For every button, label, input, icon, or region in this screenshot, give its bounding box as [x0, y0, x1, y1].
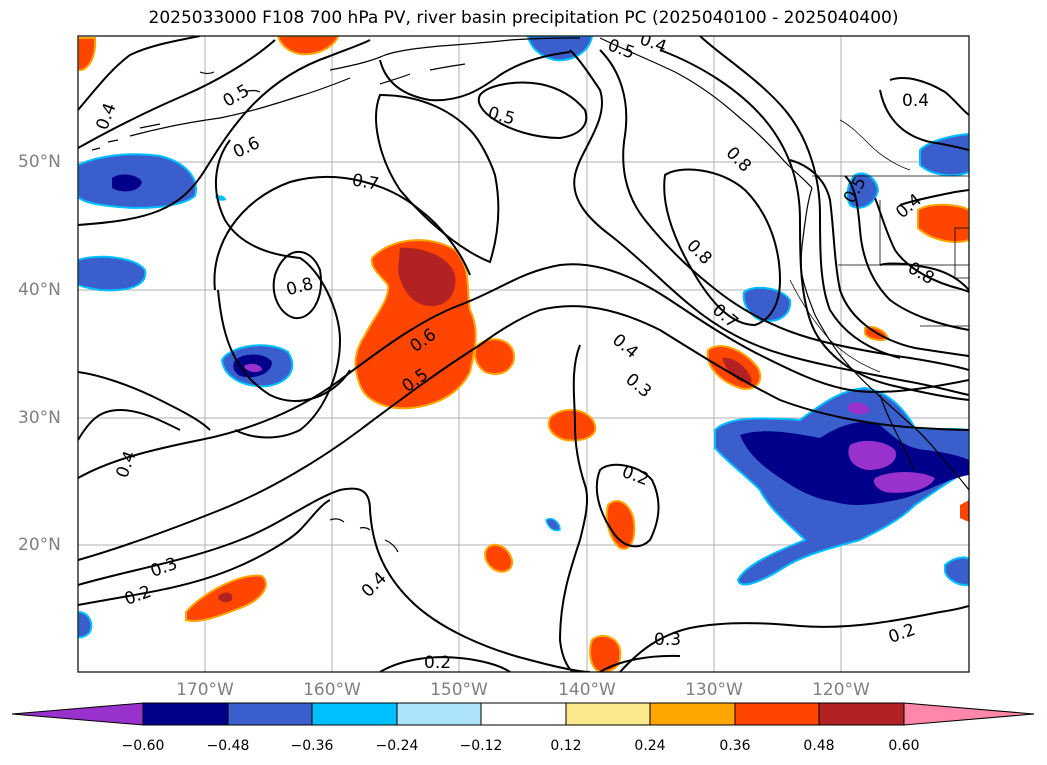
- contour-label: 0.4: [608, 330, 642, 363]
- lon-label-140w: 140°W: [558, 680, 616, 700]
- contour-label: 0.5: [220, 81, 253, 112]
- lat-label-40n: 40°N: [18, 280, 61, 300]
- contour-label: 0.3: [654, 630, 681, 650]
- lon-label-160w: 160°W: [303, 680, 361, 700]
- colorbar-tick: −0.36: [290, 738, 334, 754]
- negative-blob-50n-115w: [919, 132, 969, 177]
- colorbar-tick: −0.60: [121, 738, 165, 754]
- contour-label: 0.4: [113, 448, 141, 480]
- negative-blob-top: [526, 36, 594, 62]
- central-pacific-positive-core: [398, 247, 456, 307]
- contour-label: 0.2: [619, 462, 651, 490]
- positive-blob-nw-corner: [78, 37, 97, 71]
- positive-blob-29n-143w: [547, 409, 597, 442]
- colorbar-tick: −0.12: [459, 738, 503, 754]
- contour-label: 0.4: [637, 29, 669, 57]
- positive-blob-45n-115w: [917, 203, 969, 243]
- colorbar-segment: [734, 702, 820, 726]
- contour-label: 0.4: [902, 91, 929, 111]
- map-title: 2025033000 F108 700 hPa PV, river basin …: [148, 8, 899, 28]
- contour-label: 0.3: [621, 369, 655, 402]
- negative-blob-42n-175w: [78, 255, 147, 292]
- colorbar-segment: [818, 702, 905, 726]
- contour-labels: 0.5 0.4 0.6 0.7 0.8 0.5 0.6 0.5 0.4 0.3 …: [93, 29, 938, 673]
- colorbar-segment: [649, 702, 736, 726]
- positive-precip-areas: [78, 36, 969, 672]
- contour-label: 0.6: [230, 133, 263, 163]
- colorbar-segment: [903, 702, 1035, 726]
- contour-label: 0.5: [486, 103, 517, 129]
- positive-blob-east: [473, 338, 516, 375]
- colorbar-tick: 0.48: [803, 738, 835, 754]
- colorbar-tick: 0.60: [888, 738, 920, 754]
- colorbar-tick: −0.48: [206, 738, 250, 754]
- contour-label: 0.8: [722, 143, 755, 176]
- positive-blob-20n-150w: [484, 543, 514, 573]
- contour-label: 0.8: [284, 274, 315, 300]
- contour-label: 0.8: [682, 236, 715, 269]
- lon-label-170w: 170°W: [176, 680, 234, 700]
- lat-label-30n: 30°N: [18, 408, 61, 428]
- colorbar-segment: [142, 702, 229, 726]
- colorbar-segment: [480, 702, 567, 726]
- negative-blob-13n-178w: [78, 610, 93, 639]
- contour-label: 0.4: [358, 568, 391, 601]
- contour-label: 0.7: [350, 170, 380, 194]
- positive-blob-top: [276, 36, 340, 56]
- colorbar-tick: 0.24: [634, 738, 666, 754]
- positive-blob-23n-137w: [605, 500, 636, 550]
- lat-label-20n: 20°N: [18, 535, 61, 555]
- lat-label-50n: 50°N: [18, 152, 61, 172]
- contour-label: 0.2: [886, 620, 918, 648]
- colorbar-tick: −0.24: [375, 738, 419, 754]
- negative-core-48n-172w: [112, 174, 142, 192]
- contour-label: 0.5: [605, 35, 637, 63]
- negative-deep-core-1: [848, 440, 896, 470]
- negative-blob-19n-116w: [944, 556, 969, 587]
- negative-precip-areas: [78, 36, 969, 639]
- political-boundaries: [789, 119, 969, 373]
- colorbar-segment: [311, 702, 398, 726]
- lon-label-120w: 120°W: [812, 680, 870, 700]
- colorbar-tick: 0.12: [550, 738, 582, 754]
- negative-blob-tiny-20n: [545, 518, 561, 532]
- negative-blob-40n-125w: [742, 286, 792, 322]
- lon-label-150w: 150°W: [430, 680, 488, 700]
- map-frame: [77, 35, 970, 673]
- positive-core-15n-167w: [218, 592, 233, 603]
- colorbar-segment: [396, 702, 482, 726]
- positive-blob-east-edge: [960, 500, 969, 522]
- contour-label: 0.8: [904, 258, 937, 289]
- negative-deep-34n-168w: [244, 363, 262, 373]
- colorbar-segment: [227, 702, 313, 726]
- positive-blob-10n-138w: [589, 634, 622, 672]
- contour-label: 0.2: [122, 582, 154, 610]
- coastlines: [91, 37, 969, 553]
- colorbar-tick: 0.36: [719, 738, 751, 754]
- positive-core-33n-130w: [722, 357, 752, 383]
- colorbar-segment: [565, 702, 651, 726]
- contour-label: 0.2: [424, 653, 451, 673]
- pv-contours: [78, 36, 969, 672]
- colorbar-segment: [11, 702, 144, 726]
- negative-deep-core-3: [848, 402, 870, 415]
- colorbar: [11, 702, 1035, 726]
- contour-label: 0.3: [148, 554, 180, 582]
- negative-deep-core-2: [873, 472, 935, 493]
- lon-label-130w: 130°W: [685, 680, 743, 700]
